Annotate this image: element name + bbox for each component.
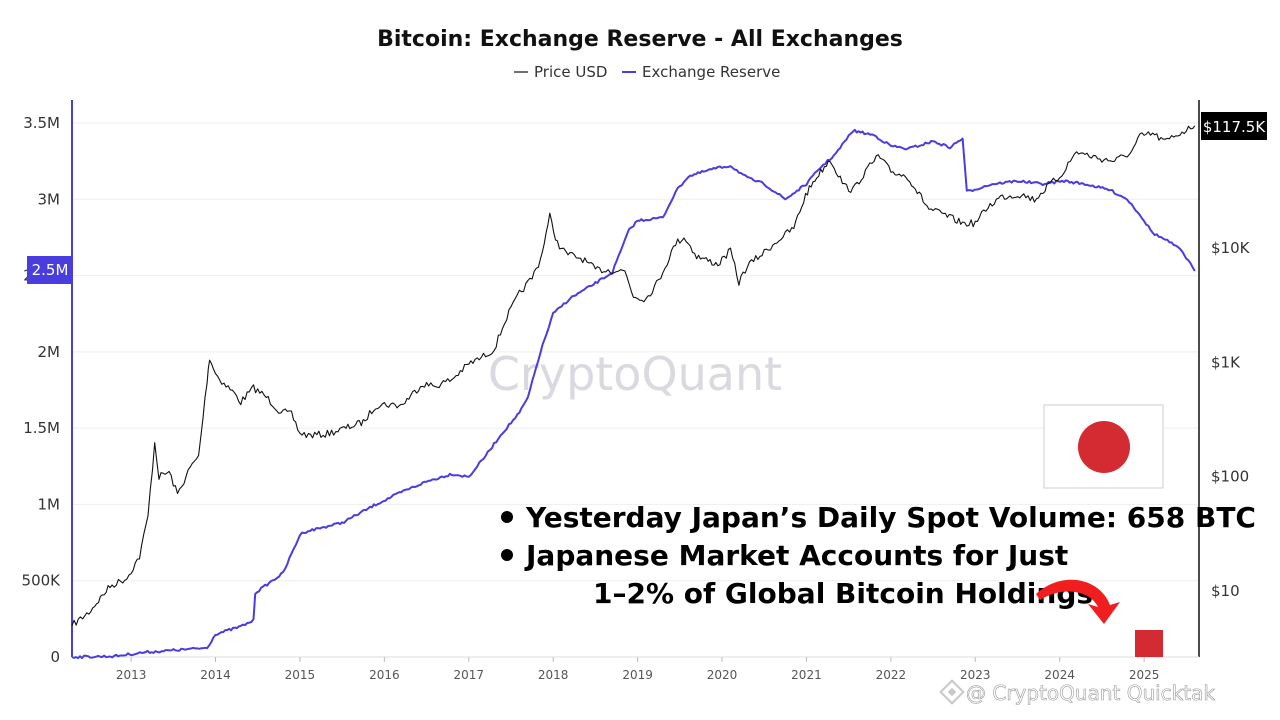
left-tick-label: 3.5M xyxy=(23,114,60,132)
left-badge-bg xyxy=(27,256,73,284)
right-tick-label: $10 xyxy=(1211,582,1240,600)
x-axis-ticks: 2013 2014 2015 2016 2017 2018 2019 2020 2021 2022… xyxy=(116,657,1160,682)
right-badge-bg xyxy=(1201,112,1267,140)
left-value-badge: 2.5M xyxy=(27,256,73,284)
japan-flag-icon xyxy=(1043,404,1164,489)
x-tick-label: 2021 xyxy=(791,668,822,682)
right-tick-label: $100 xyxy=(1211,468,1249,486)
x-tick-label: 2024 xyxy=(1044,668,1075,682)
binance-logo-icon xyxy=(939,679,965,705)
curved-arrow-icon xyxy=(1036,579,1120,624)
right-axis-ticks: $10 $100 $1K $10K xyxy=(1211,239,1251,600)
x-tick-label: 2022 xyxy=(876,668,907,682)
right-value-badge: $117.5K xyxy=(1201,112,1267,140)
left-tick-label: 0 xyxy=(50,648,60,666)
annotation-line-2: Japanese Market Accounts for Just xyxy=(524,539,1068,572)
footer-watermark: @ CryptoQuant Quicktak xyxy=(939,679,1216,705)
legend-reserve-label: Exchange Reserve xyxy=(642,63,780,81)
x-tick-label: 2025 xyxy=(1129,668,1160,682)
left-tick-label: 1.5M xyxy=(23,419,60,437)
legend-price-label: Price USD xyxy=(534,63,607,81)
annotation-line-1: Yesterday Japan’s Daily Spot Volume: 658… xyxy=(525,501,1256,534)
right-tick-label: $10K xyxy=(1211,239,1251,257)
x-tick-label: 2018 xyxy=(538,668,569,682)
right-badge-text: $117.5K xyxy=(1203,118,1266,136)
footer-text: @ CryptoQuant Quicktak xyxy=(966,681,1215,705)
x-tick-label: 2019 xyxy=(622,668,653,682)
left-badge-text: 2.5M xyxy=(32,261,69,279)
x-tick-label: 2023 xyxy=(960,668,991,682)
x-tick-label: 2020 xyxy=(707,668,738,682)
x-tick-label: 2014 xyxy=(200,668,231,682)
series-line-exchange-reserve xyxy=(71,128,1196,660)
legend: Price USD Exchange Reserve xyxy=(514,63,780,81)
series-line-price-usd xyxy=(71,125,1196,626)
left-tick-label: 3M xyxy=(38,190,61,208)
left-tick-label: 500K xyxy=(22,572,62,590)
red-square-icon xyxy=(1135,630,1163,657)
right-tick-label: $1K xyxy=(1211,353,1241,371)
x-tick-label: 2013 xyxy=(116,668,147,682)
left-tick-label: 1M xyxy=(38,495,61,513)
bullet-dot-1 xyxy=(501,511,513,523)
x-tick-label: 2017 xyxy=(453,668,484,682)
annotation-line-3: 1–2% of Global Bitcoin Holdings xyxy=(593,577,1093,610)
x-tick-label: 2015 xyxy=(285,668,316,682)
x-tick-label: 2016 xyxy=(369,668,400,682)
chart-title: Bitcoin: Exchange Reserve - All Exchange… xyxy=(377,27,903,52)
annotation: Yesterday Japan’s Daily Spot Volume: 658… xyxy=(501,501,1256,610)
watermark: CryptoQuant xyxy=(488,347,782,401)
bullet-dot-2 xyxy=(501,549,513,561)
left-tick-label: 2M xyxy=(38,343,61,361)
